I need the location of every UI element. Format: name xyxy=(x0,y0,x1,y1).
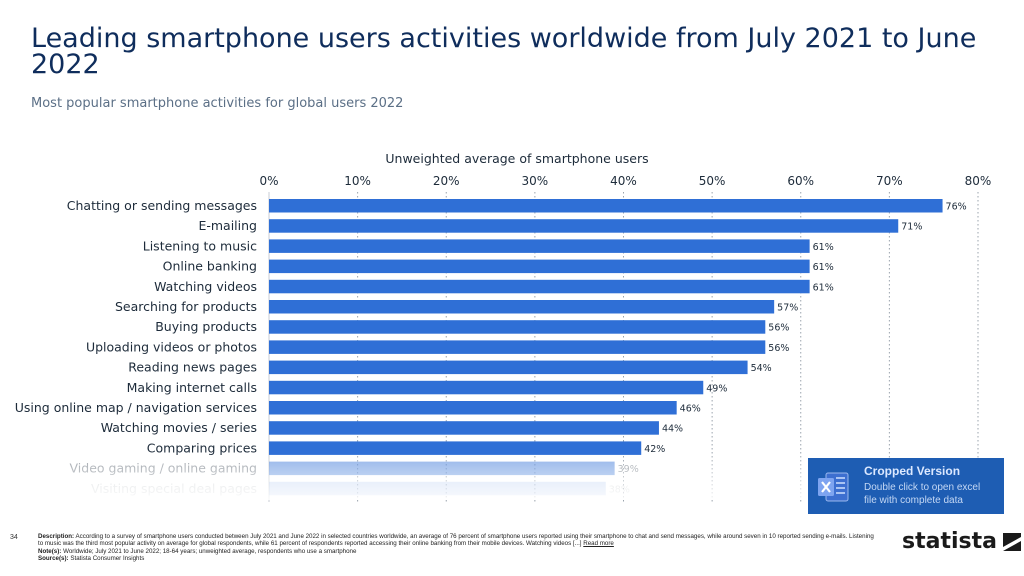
statista-logo-icon xyxy=(1002,532,1021,551)
x-tick-label: 10% xyxy=(344,174,371,188)
category-label: Video gaming / online gaming xyxy=(70,461,257,476)
category-label: Visiting special deal pages xyxy=(91,481,257,496)
notes-text: Worldwide; July 2021 to June 2022; 18-64… xyxy=(63,547,357,555)
cropped-version-box[interactable]: Cropped Version Double click to open exc… xyxy=(808,458,1004,514)
footer-source-line: Source(s): Statista Consumer Insights xyxy=(38,555,878,562)
excel-icon xyxy=(818,472,849,502)
bar xyxy=(269,380,704,395)
footer-notes-line: Note(s): Worldwide; July 2021 to June 20… xyxy=(38,548,878,555)
bar xyxy=(269,199,943,213)
bar xyxy=(269,219,899,233)
source-label: Source(s): xyxy=(38,555,69,563)
category-label: Making internet calls xyxy=(127,380,257,395)
value-label: 61% xyxy=(813,282,834,293)
read-more-link[interactable]: Read more xyxy=(583,540,614,548)
value-label: 56% xyxy=(768,323,789,334)
chart-bars xyxy=(269,199,943,496)
category-label: Uploading videos or photos xyxy=(86,339,257,354)
bar xyxy=(269,481,606,496)
x-axis-title: Unweighted average of smartphone users xyxy=(385,151,648,166)
bar xyxy=(269,340,766,354)
category-label: Listening to music xyxy=(143,238,257,253)
category-label: Searching for products xyxy=(115,299,257,314)
bar xyxy=(269,279,810,294)
notes-label: Note(s): xyxy=(38,547,62,555)
bar xyxy=(269,461,615,476)
description-text: According to a survey of smartphone user… xyxy=(38,533,874,548)
x-tick-label: 0% xyxy=(259,174,278,188)
value-label: 54% xyxy=(751,363,772,374)
bar xyxy=(269,360,748,375)
bar xyxy=(269,441,642,455)
category-label: Watching videos xyxy=(154,279,257,294)
value-label: 42% xyxy=(644,444,665,455)
x-tick-label: 70% xyxy=(876,174,903,188)
cropped-desc-line-2: file with complete data xyxy=(864,495,963,506)
value-label: 49% xyxy=(706,383,727,394)
chart-title: Leading smartphone users activities worl… xyxy=(31,23,977,80)
value-label: 56% xyxy=(768,343,789,354)
category-label: Reading news pages xyxy=(128,360,257,375)
value-label: 71% xyxy=(901,222,922,233)
bar xyxy=(269,300,775,314)
cropped-description: Double click to open excel file with comp… xyxy=(864,481,980,507)
x-tick-label: 20% xyxy=(433,174,460,188)
value-label: 46% xyxy=(680,404,701,415)
description-label: Description: xyxy=(38,533,75,540)
x-axis-ticks: 0% 10% 20% 30% 40% 50% 60% 70% 80% xyxy=(259,174,991,188)
page-number: 34 xyxy=(10,534,18,541)
value-label: 44% xyxy=(662,424,683,435)
x-tick-label: 30% xyxy=(522,174,549,188)
cropped-title: Cropped Version xyxy=(864,464,961,478)
value-label: 76% xyxy=(946,202,967,213)
category-label: Chatting or sending messages xyxy=(67,198,257,213)
bar xyxy=(269,320,766,334)
value-label: 61% xyxy=(813,262,834,273)
statista-brand: statista xyxy=(902,529,1021,554)
category-label: Using online map / navigation services xyxy=(15,400,257,415)
brand-name: statista xyxy=(902,529,997,554)
bar xyxy=(269,401,677,415)
category-label: Buying products xyxy=(155,319,257,334)
bar xyxy=(269,239,810,253)
footer-notes: Description: According to a survey of sm… xyxy=(38,533,878,563)
category-label: Online banking xyxy=(163,259,257,274)
category-labels: Chatting or sending messages E-mailing Lis… xyxy=(15,198,257,496)
bar xyxy=(269,421,659,435)
footer-description: Description: According to a survey of sm… xyxy=(38,533,878,548)
x-tick-label: 50% xyxy=(699,174,726,188)
value-label: 38% xyxy=(609,484,630,495)
x-tick-label: 80% xyxy=(965,174,992,188)
value-label: 57% xyxy=(777,303,798,314)
source-text: Statista Consumer Insights xyxy=(70,555,145,563)
category-label: E-mailing xyxy=(198,218,257,233)
value-label: 39% xyxy=(618,464,639,475)
category-label: Comparing prices xyxy=(147,440,257,455)
category-label: Watching movies / series xyxy=(101,420,257,435)
x-tick-label: 60% xyxy=(787,174,814,188)
cropped-desc-line-1: Double click to open excel xyxy=(864,482,981,493)
chart-subtitle: Most popular smartphone activities for g… xyxy=(31,96,404,111)
bar-chart: 0% 10% 20% 30% 40% 50% 60% 70% 80% Chatting or s… xyxy=(15,151,991,502)
value-label: 61% xyxy=(813,242,834,253)
x-tick-label: 40% xyxy=(610,174,637,188)
bar xyxy=(269,259,810,274)
